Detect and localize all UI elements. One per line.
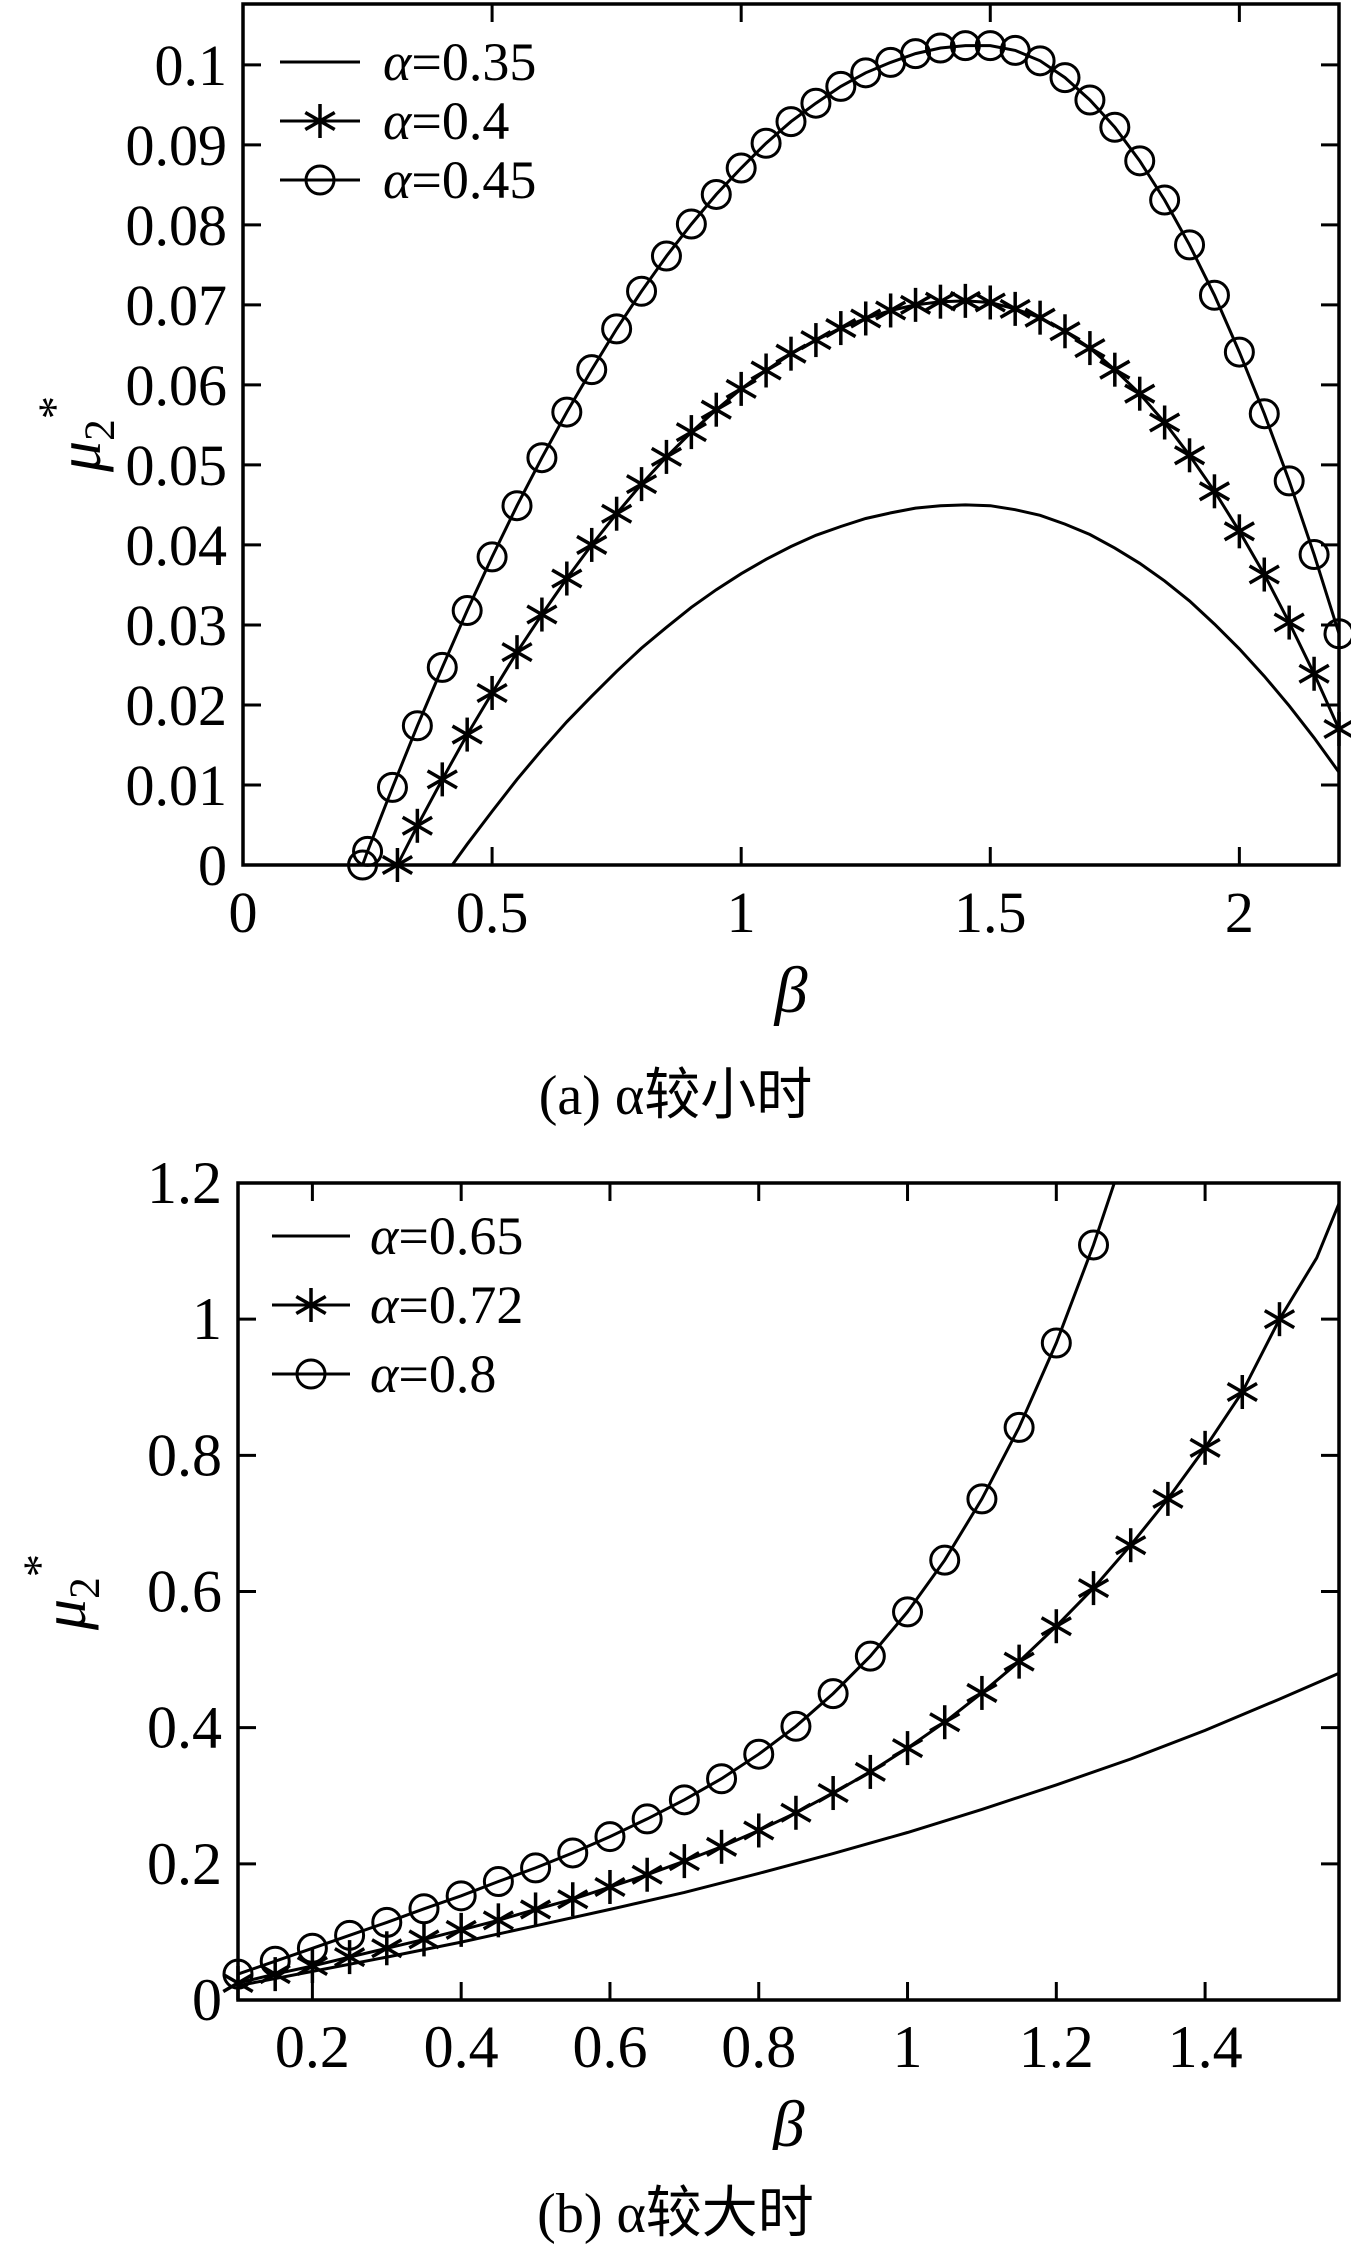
svg-text:0.4: 0.4 bbox=[147, 1695, 222, 1761]
svg-text:0.6: 0.6 bbox=[147, 1559, 222, 1625]
svg-text:0.8: 0.8 bbox=[147, 1422, 222, 1488]
svg-text:0.04: 0.04 bbox=[126, 513, 228, 578]
svg-text:α=0.8: α=0.8 bbox=[370, 1344, 496, 1404]
svg-text:1.4: 1.4 bbox=[1168, 2014, 1243, 2080]
svg-text:1.2: 1.2 bbox=[1019, 2014, 1094, 2080]
svg-text:2: 2 bbox=[1225, 880, 1254, 945]
svg-text:β: β bbox=[770, 2088, 805, 2150]
svg-text:0.08: 0.08 bbox=[126, 193, 228, 258]
svg-text:1.5: 1.5 bbox=[954, 880, 1027, 945]
caption-a: (a) α较小时 bbox=[538, 1064, 813, 1127]
svg-text:0.6: 0.6 bbox=[572, 2014, 647, 2080]
svg-text:0.2: 0.2 bbox=[147, 1831, 222, 1897]
svg-text:α=0.72: α=0.72 bbox=[370, 1275, 523, 1335]
svg-text:α=0.45: α=0.45 bbox=[383, 150, 536, 210]
svg-text:0.07: 0.07 bbox=[126, 273, 228, 338]
svg-text:0.2: 0.2 bbox=[275, 2014, 350, 2080]
svg-text:0: 0 bbox=[198, 833, 227, 898]
svg-text:0.02: 0.02 bbox=[126, 673, 228, 738]
svg-text:μ2*: μ2* bbox=[15, 1554, 109, 1631]
chart-a-canvas: 0 0.5 1 1.5 200.010.020.030.040.050.060.070.… bbox=[30, 2, 1351, 1027]
svg-text:α=0.65: α=0.65 bbox=[370, 1206, 523, 1266]
svg-text:0.01: 0.01 bbox=[126, 753, 228, 818]
svg-text:1: 1 bbox=[893, 2014, 923, 2080]
chart-b-canvas: 0.2 0.4 0.6 0.8 1 1.2 1.4 0 0.2 0.4 0.6 0.8 1 1.2 α=0.… bbox=[15, 1150, 1341, 2150]
svg-text:α=0.4: α=0.4 bbox=[383, 91, 509, 151]
svg-text:0.4: 0.4 bbox=[424, 2014, 499, 2080]
svg-text:μ2*: μ2* bbox=[30, 396, 124, 473]
svg-text:0: 0 bbox=[192, 1967, 222, 2033]
svg-text:1: 1 bbox=[727, 880, 756, 945]
svg-text:β: β bbox=[773, 954, 808, 1027]
caption-b: (b) α较大时 bbox=[537, 2182, 814, 2245]
svg-text:0.03: 0.03 bbox=[126, 593, 228, 658]
svg-text:0.06: 0.06 bbox=[126, 353, 228, 418]
svg-text:0.09: 0.09 bbox=[126, 113, 228, 178]
svg-text:0.5: 0.5 bbox=[456, 880, 529, 945]
svg-text:1.2: 1.2 bbox=[147, 1150, 222, 1216]
svg-text:0.8: 0.8 bbox=[721, 2014, 796, 2080]
svg-text:α=0.35: α=0.35 bbox=[383, 32, 536, 92]
svg-text:0.05: 0.05 bbox=[126, 433, 228, 498]
svg-text:0: 0 bbox=[229, 880, 258, 945]
svg-text:1: 1 bbox=[192, 1286, 222, 1352]
svg-text:0.1: 0.1 bbox=[155, 33, 228, 98]
